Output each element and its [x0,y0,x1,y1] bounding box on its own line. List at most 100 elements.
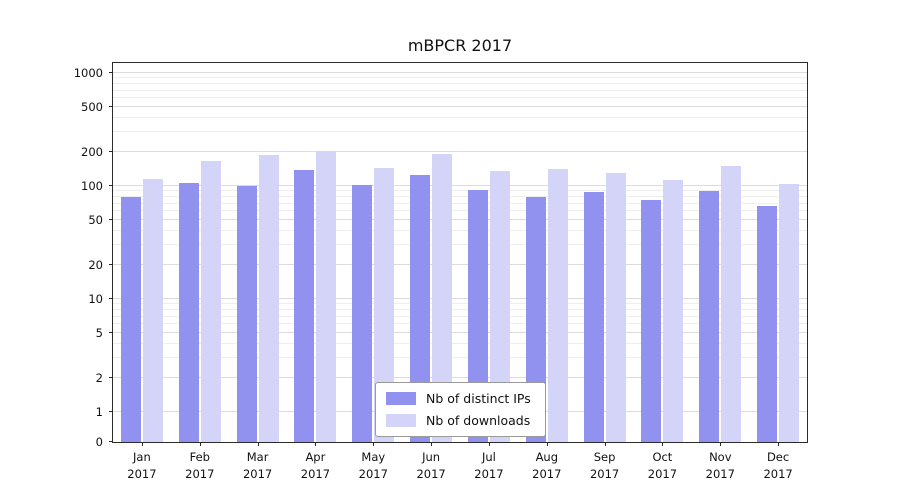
y-axis-tick [109,264,113,265]
y-axis-tick [109,332,113,333]
major-gridline [113,298,807,299]
legend-item-downloads: Nb of downloads [386,413,531,428]
plot-area: Nb of distinct IPs Nb of downloads 0 1 2 5 1… [74,62,808,481]
y-tick-label: 5 [95,326,103,340]
bar-downloads [779,184,800,442]
x-tick-month: May [361,450,386,464]
minor-gridline [113,77,807,79]
x-tick-year: 2017 [532,466,562,481]
x-tick-label: Jul 2017 [457,449,521,482]
x-tick-month: Nov [709,450,732,464]
legend-swatch-downloads [386,414,416,427]
x-tick-year: 2017 [416,466,446,481]
y-tick-label: 100 [81,179,103,193]
bar-downloads [547,168,568,442]
y-tick-label: 1000 [73,66,103,80]
x-axis-tick [778,442,780,446]
x-tick-month: Aug [535,450,559,464]
x-axis-tick [257,442,259,446]
y-tick-label: 50 [88,213,103,227]
x-axis-tick [546,442,548,446]
bar-downloads [142,179,163,442]
major-gridline [113,72,807,73]
bar-distinct-ips [757,205,778,442]
minor-gridline [113,83,807,84]
y-tick-label: 1 [95,405,103,419]
major-gridline [113,106,807,107]
y-axis-tick [109,377,113,378]
x-tick-label: Aug 2017 [515,449,579,482]
x-tick-label: Nov 2017 [688,449,752,482]
x-axis-tick [431,442,433,446]
minor-gridline [113,131,807,133]
x-tick-month: Jul [481,450,496,464]
x-tick-label: Feb 2017 [168,449,232,482]
y-tick-label: 500 [81,100,103,114]
minor-gridline [113,343,807,344]
bar-distinct-ips [352,184,373,442]
x-tick-year: 2017 [358,466,388,481]
x-tick-year: 2017 [589,466,620,481]
x-tick-label: Jan 2017 [110,449,174,482]
major-gridline [113,185,807,186]
x-tick-year: 2017 [705,466,735,481]
bar-distinct-ips [583,191,604,442]
x-axis-tick [315,442,317,446]
bar-downloads [489,171,510,442]
x-tick-year: 2017 [300,466,331,481]
minor-gridline [113,323,807,325]
y-tick-label: 2 [95,371,103,385]
y-axis-tick [109,411,113,412]
x-tick-month: Feb [189,450,210,464]
x-tick-label: Jun 2017 [399,449,463,482]
minor-gridline [113,117,807,118]
y-tick-label: 200 [81,145,103,159]
y-tick-label: 0 [95,435,103,449]
x-tick-month: Apr [305,450,326,464]
minor-gridline [113,202,807,204]
major-gridline [113,151,807,152]
bar-distinct-ips [410,175,431,442]
x-axis-tick [662,442,664,446]
x-tick-month: Jun [422,450,441,464]
x-axis-tick [141,442,143,446]
minor-gridline [113,190,807,192]
minor-gridline [113,303,807,305]
x-tick-label: Mar 2017 [226,449,290,482]
x-tick-label: Sep 2017 [573,449,637,482]
x-tick-year: 2017 [474,466,504,481]
y-tick-label: 20 [88,258,103,272]
y-axis-tick [109,72,113,73]
y-tick-label: 10 [88,292,103,306]
x-tick-month: Oct [652,450,673,464]
y-axis-tick [109,106,113,107]
bar-downloads [316,150,337,442]
x-tick-label: Dec 2017 [746,449,810,482]
bar-downloads [432,153,453,442]
legend-label-distinct-ips: Nb of distinct IPs [426,391,531,406]
x-tick-year: 2017 [127,466,157,481]
y-axis-tick [109,151,113,152]
x-tick-month: Mar [246,450,269,464]
minor-gridline [113,210,807,212]
minor-gridline [113,196,807,197]
x-axis-tick [373,442,375,446]
y-axis-tick [109,298,113,299]
x-tick-month: Jan [133,450,151,464]
bar-distinct-ips [120,197,141,442]
bar-distinct-ips [699,191,720,442]
x-tick-label: Apr 2017 [283,449,347,482]
x-tick-label: Oct 2017 [630,449,694,482]
chart-legend: Nb of distinct IPs Nb of downloads [375,382,546,437]
x-tick-month: Sep [593,450,616,464]
major-gridline [113,377,807,378]
x-axis-tick [604,442,606,446]
bar-distinct-ips [641,200,662,442]
minor-gridline [113,244,807,246]
x-axis-tick [199,442,201,446]
minor-gridline [113,357,807,359]
major-gridline [113,264,807,265]
bar-distinct-ips [178,182,199,442]
minor-gridline [113,309,807,310]
bar-distinct-ips [467,190,488,442]
